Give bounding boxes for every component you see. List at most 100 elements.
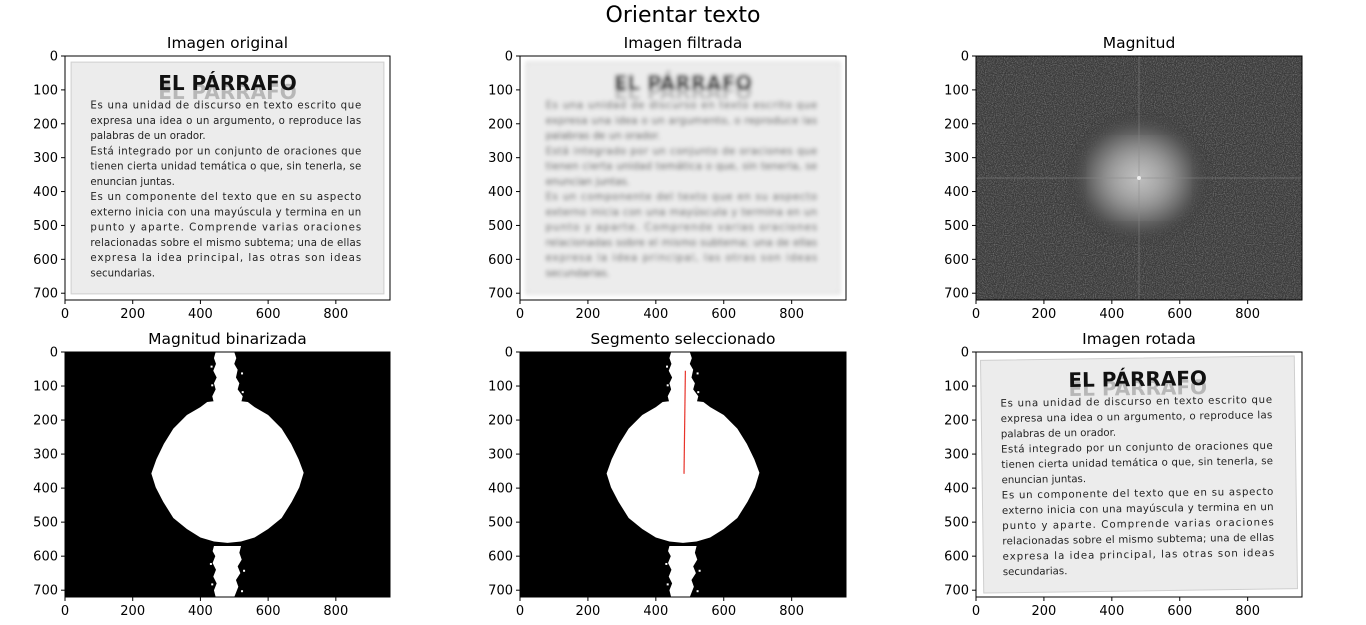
document-line: Es una unidad de discurso en texto escri… (1000, 395, 1272, 410)
x-tick-label: 200 (576, 604, 601, 619)
x-tick-label: 200 (1032, 307, 1057, 322)
y-tick-label: 400 (944, 185, 969, 200)
y-tick-label: 300 (33, 151, 58, 166)
document-page (979, 355, 1299, 594)
panel-content (65, 352, 390, 597)
document-line: punto y aparte. Comprende varias oracion… (90, 223, 361, 234)
y-tick-label: 200 (944, 117, 969, 132)
y-tick-label: 700 (33, 287, 58, 302)
document-line: expresa la idea principal, las otras son… (545, 253, 817, 264)
binary-top-spike (667, 352, 699, 404)
x-tick-label: 200 (120, 604, 145, 619)
x-tick-label: 800 (323, 307, 348, 322)
y-tick-label: 600 (944, 253, 969, 268)
y-tick-label: 700 (33, 584, 58, 599)
y-tick-label: 500 (33, 219, 58, 234)
y-tick-label: 100 (33, 83, 58, 98)
x-tick-label: 800 (779, 307, 804, 322)
document-line: secundarias. (545, 268, 610, 279)
y-tick-label: 300 (488, 448, 513, 463)
x-tick-label: 0 (972, 307, 980, 322)
binary-bottom-spike (212, 545, 242, 597)
binary-speckle (211, 583, 214, 586)
document-line: secundarias. (90, 268, 155, 279)
document-line: expresa una idea o un argumento, o repro… (545, 116, 817, 127)
y-tick-label: 0 (50, 346, 58, 361)
document-line: relacionadas sobre el mismo subtema; una… (545, 238, 817, 249)
document-line: relacionadas sobre el mismo subtema; una… (90, 238, 361, 249)
y-tick-label: 100 (944, 380, 969, 395)
chart-title: Magnitud (1103, 34, 1176, 52)
x-tick-label: 0 (516, 307, 524, 322)
document-page (70, 61, 385, 295)
y-tick-label: 0 (961, 346, 969, 361)
document-heading: EL PÁRRAFO (1068, 366, 1207, 392)
document-line: expresa una idea o un argumento, o repro… (1001, 410, 1273, 425)
chart-panel: Magnitud 0 200 400 600 800 0 100 200 300 400 500 600… (944, 34, 1303, 322)
document-line: Está integrado por un conjunto de oracio… (1001, 440, 1273, 456)
binary-speckle (241, 391, 244, 394)
x-tick-label: 600 (256, 604, 281, 619)
binary-speckle (211, 384, 214, 387)
binary-speckle (688, 586, 691, 589)
document-line: expresa la idea principal, las otras son… (90, 253, 361, 264)
x-tick-label: 400 (188, 604, 213, 619)
y-tick-label: 200 (488, 117, 513, 132)
y-tick-label: 500 (488, 219, 513, 234)
x-tick-label: 400 (643, 604, 668, 619)
x-tick-label: 600 (1167, 604, 1192, 619)
document-line: punto y aparte. Comprende varias oracion… (545, 223, 817, 234)
y-tick-label: 500 (33, 516, 58, 531)
axes-frame (64, 351, 391, 598)
y-tick-label: 200 (33, 414, 58, 429)
document-line: palabras de un orador. (90, 131, 205, 142)
x-tick-label: 400 (643, 307, 668, 322)
y-tick-label: 400 (33, 185, 58, 200)
document-line: tienen cierta unidad temática o que, sin… (545, 161, 817, 173)
x-tick-label: 600 (711, 604, 736, 619)
y-tick-label: 600 (488, 550, 513, 565)
x-tick-label: 600 (256, 307, 281, 322)
document-line: tienen cierta unidad temática o que, sin… (1001, 455, 1273, 471)
y-tick-label: 0 (505, 346, 513, 361)
y-tick-label: 200 (944, 414, 969, 429)
magnitude-center-peak (1137, 176, 1141, 180)
document-line: Está integrado por un conjunto de oracio… (545, 145, 817, 157)
document-heading: EL PÁRRAFO (614, 71, 753, 95)
y-tick-label: 0 (961, 50, 969, 65)
binary-speckle (243, 569, 246, 572)
selected-segment (683, 370, 686, 474)
binary-speckle (210, 365, 213, 368)
y-tick-label: 600 (944, 550, 969, 565)
binary-speckle (666, 384, 669, 387)
axes-frame (519, 55, 847, 301)
binary-speckle (209, 562, 212, 565)
axes-frame (975, 55, 1303, 301)
document-line: Es un componente del texto que en su asp… (1002, 487, 1274, 502)
binary-speckle (698, 569, 701, 572)
document-heading-shadow: EL PÁRRAFO (158, 80, 297, 104)
document-line: enuncian juntas. (90, 177, 175, 188)
document-line: palabras de un orador. (1001, 428, 1116, 441)
y-tick-label: 100 (33, 380, 58, 395)
document-line: Es una unidad de discurso en texto escri… (545, 101, 817, 112)
y-tick-label: 200 (488, 414, 513, 429)
binary-top-spike (212, 352, 243, 404)
axes-frame (975, 351, 1303, 598)
document-line: Está integrado por un conjunto de oracio… (90, 145, 361, 157)
document-line: externo inicia con una mayúscula y termi… (545, 206, 817, 218)
chart-title: Magnitud binarizada (148, 330, 307, 348)
binary-speckle (696, 372, 699, 375)
y-tick-label: 700 (944, 287, 969, 302)
x-tick-label: 800 (1235, 604, 1260, 619)
y-tick-label: 500 (944, 219, 969, 234)
binary-blob (151, 397, 304, 543)
y-tick-label: 600 (33, 550, 58, 565)
y-tick-label: 700 (944, 584, 969, 599)
binary-speckle (666, 583, 669, 586)
